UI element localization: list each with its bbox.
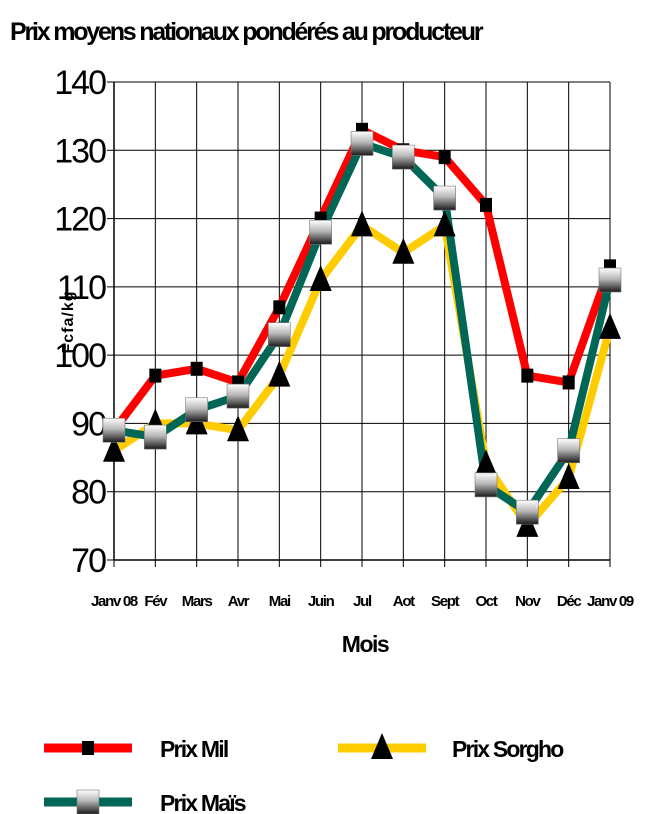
series-prix-ma-s-marker [185, 397, 208, 423]
series-prix-ma-s-marker [226, 383, 250, 409]
x-tick-label: Aot [393, 593, 415, 610]
x-tick-label: Déc [557, 593, 582, 610]
series-prix-mil-marker [480, 197, 492, 212]
x-tick-label: Juin [308, 593, 335, 610]
series-prix-ma-s-marker [309, 219, 332, 245]
legend-prix-sorgho-label: Prix Sorgho [452, 736, 564, 762]
series-prix-sorgho-marker [351, 210, 373, 237]
series-prix-ma-s-marker [557, 438, 580, 464]
series-prix-sorgho-marker [433, 210, 456, 237]
x-tick-label: Janv 08 [91, 593, 138, 610]
series-prix-ma-s-marker [598, 267, 622, 293]
x-tick-label: Oct [475, 593, 497, 610]
legend-prix-sorgho-marker [371, 733, 393, 759]
series-prix-sorgho-marker [227, 415, 249, 442]
series-prix-sorgho-marker [103, 435, 125, 462]
series-prix-ma-s-marker [102, 417, 126, 443]
x-tick-label: Nov [515, 593, 541, 610]
y-tick-label: 110 [57, 269, 106, 307]
y-axis-label: Fcfa/kg [60, 290, 77, 353]
grid-lines [113, 81, 611, 561]
series-prix-ma-s-marker [144, 424, 167, 450]
x-tick-label: Mai [269, 593, 291, 610]
legend-prix-ma-s-marker [76, 789, 100, 814]
series-prix-sorgho-marker [309, 265, 332, 292]
axes [107, 81, 611, 567]
series-prix-sorgho-marker [392, 237, 415, 264]
legend-prix-mil-label: Prix Mil [160, 736, 228, 762]
series-prix-ma-s-marker [350, 131, 374, 156]
y-tick-label: 140 [54, 64, 106, 102]
series-prix-sorgho-marker [599, 312, 621, 339]
y-tick-labels: 70 80 90 100 110 120 130 140 [54, 64, 108, 580]
x-tick-label: Jul [353, 593, 372, 610]
series-prix-ma-s-marker [474, 472, 498, 498]
series-prix-mil-marker [438, 150, 451, 165]
series-prix-ma-s-marker [433, 185, 456, 211]
x-tick-label: Mars [182, 593, 213, 610]
x-tick-labels: Janv 08 Fév Mars Avr Mai Juin Jul Aot Sept Oct Nov… [91, 593, 635, 610]
y-tick-label: 100 [54, 337, 106, 375]
x-tick-label: Fév [144, 593, 168, 610]
series-prix-sorgho-marker [268, 360, 291, 387]
legend-prix-ma-s-label: Prix Maïs [160, 790, 246, 814]
series-prix-sorgho-marker [475, 449, 497, 476]
y-tick-label: 130 [54, 132, 106, 170]
y-tick-label: 90 [71, 405, 106, 443]
series-prix-mil-marker [149, 368, 162, 383]
series-prix-ma-s-marker [392, 144, 415, 170]
series-prix-sorgho-marker [557, 463, 580, 490]
series-prix-ma-s-marker [516, 499, 539, 525]
series-prix-ma-s-marker [268, 322, 291, 347]
x-tick-label: Sept [431, 593, 460, 610]
chart-title: Prix moyens nationaux pondérés au produc… [10, 18, 484, 46]
x-tick-label: Avr [228, 593, 250, 610]
series-markers [102, 122, 622, 537]
y-tick-label: 120 [54, 201, 106, 239]
y-tick-label: 70 [71, 542, 106, 580]
legend: Prix Mil Prix Sorgho Prix Maïs [44, 733, 566, 814]
x-tick-label: Janv 09 [587, 593, 634, 610]
x-axis-label: Mois [342, 631, 389, 657]
series-prix-mil-marker [562, 375, 575, 390]
series-prix-mil-marker [273, 300, 286, 315]
series-prix-mil-marker [190, 361, 203, 376]
y-tick-label: 80 [71, 474, 106, 512]
legend-prix-mil-marker [82, 741, 94, 755]
series-prix-mil-marker [521, 368, 534, 383]
